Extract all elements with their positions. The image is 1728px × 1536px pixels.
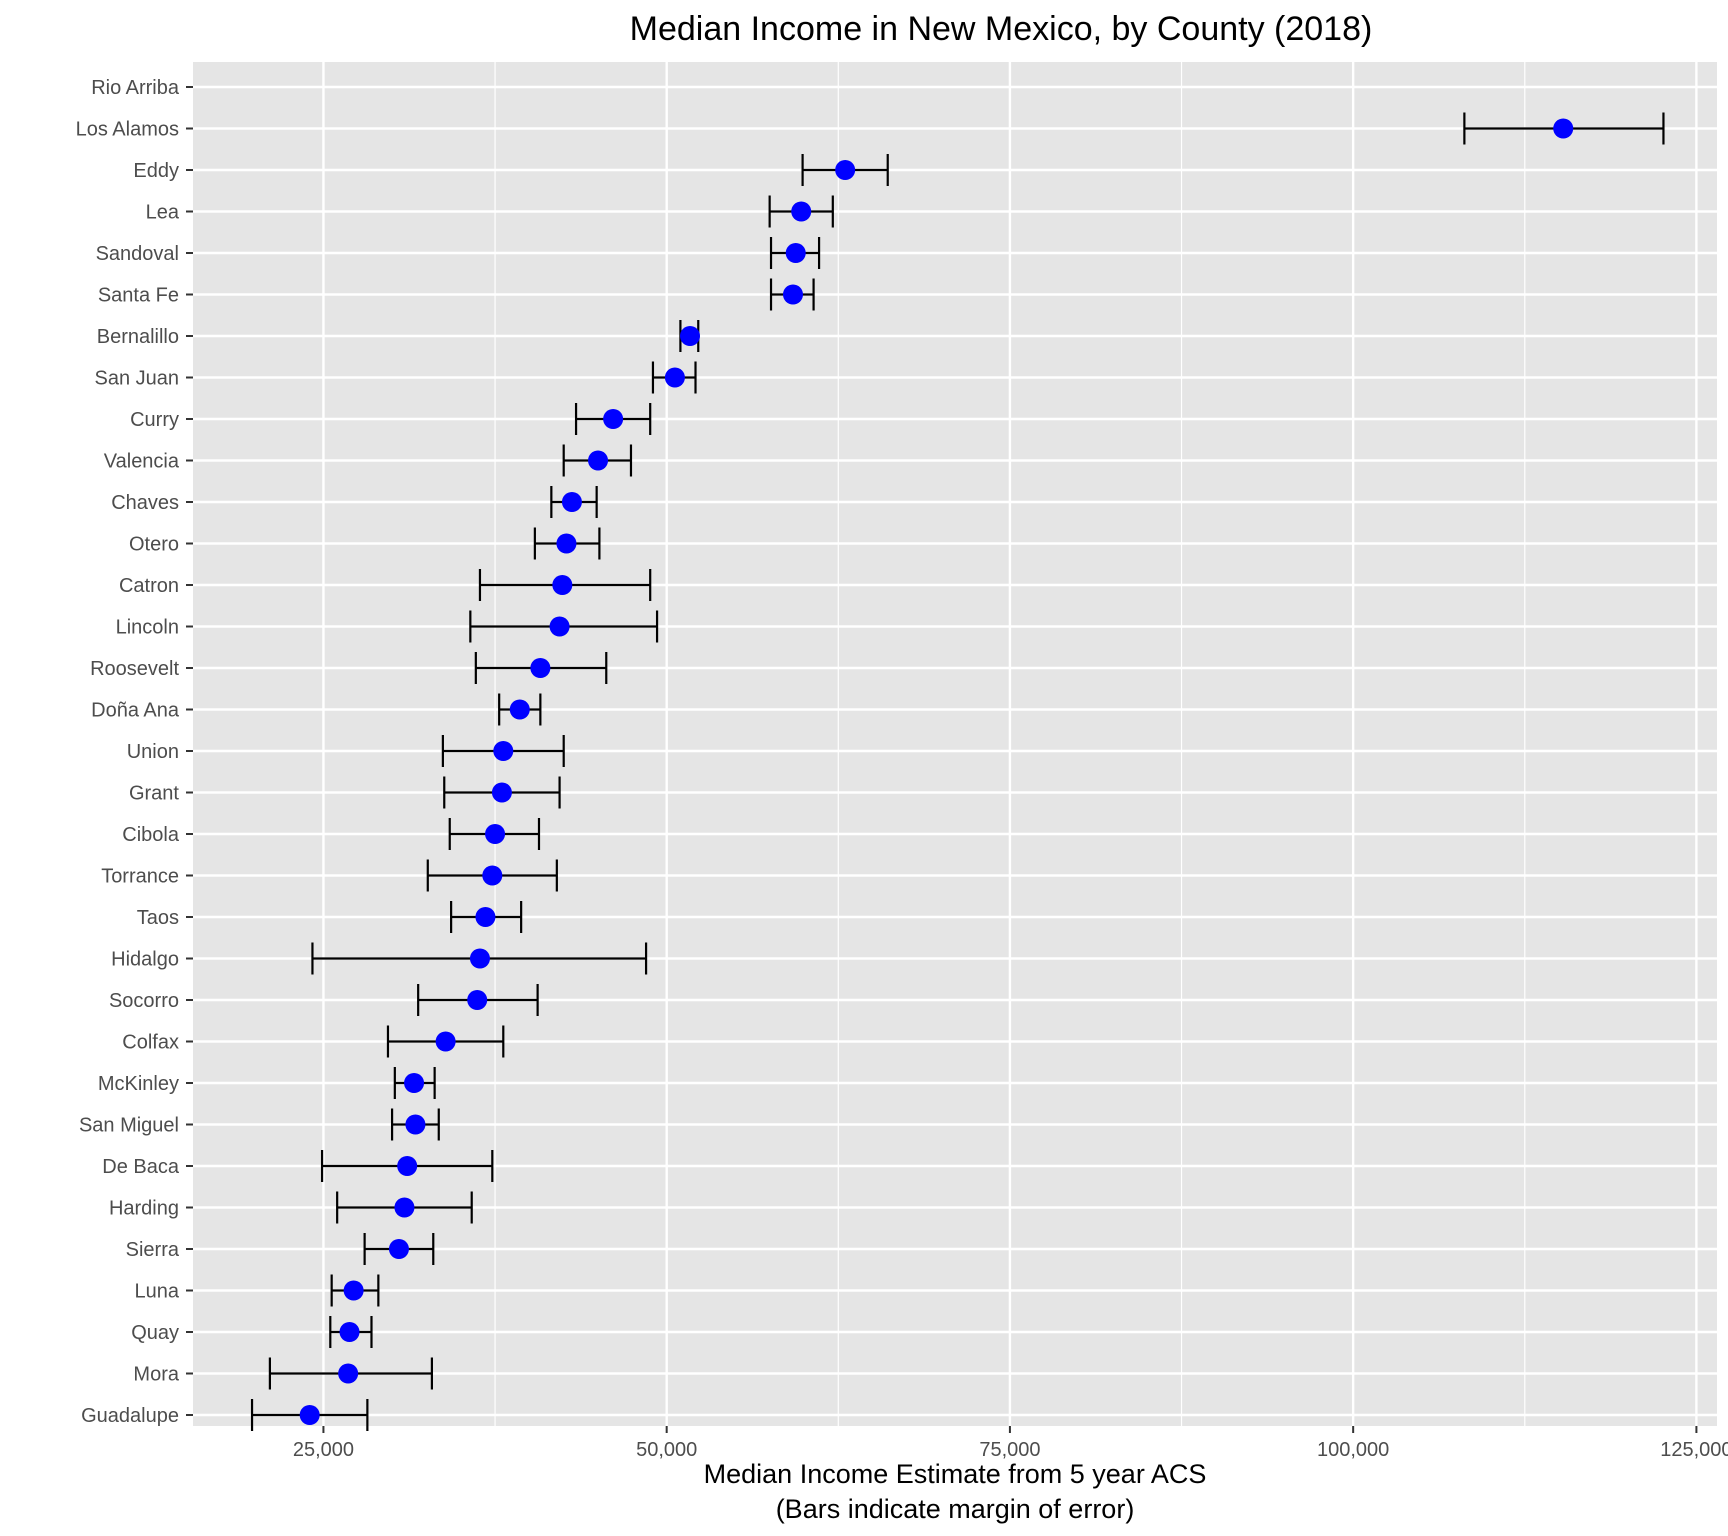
data-point xyxy=(835,160,856,180)
grid-lines xyxy=(193,62,1717,1426)
data-point xyxy=(388,1239,409,1259)
y-tick-label: Hidalgo xyxy=(111,949,179,971)
y-tick-label: Otero xyxy=(129,534,179,556)
data-point xyxy=(467,990,488,1010)
y-tick-label: Taos xyxy=(137,907,179,929)
data-point xyxy=(509,699,530,720)
y-tick-label: Torrance xyxy=(101,866,179,888)
data-point xyxy=(397,1156,418,1176)
y-tick-label: Cibola xyxy=(122,824,180,846)
data-point xyxy=(469,948,490,969)
y-tick-label: Quay xyxy=(131,1322,179,1344)
data-point xyxy=(791,201,812,222)
data-point xyxy=(588,450,609,471)
x-axis-title-line-2: (Bars indicate margin of error) xyxy=(776,1494,1135,1524)
plot-panel xyxy=(193,62,1717,1426)
x-tick-label: 100,000 xyxy=(1317,1439,1389,1461)
data-point xyxy=(493,741,514,761)
data-point xyxy=(491,782,512,803)
data-point xyxy=(785,243,806,263)
y-tick-label: Lincoln xyxy=(116,617,179,639)
y-tick-label: Guadalupe xyxy=(81,1405,179,1427)
y-tick-label: Grant xyxy=(129,783,179,805)
y-tick-label: Sierra xyxy=(126,1239,180,1261)
y-tick-label: Lea xyxy=(146,202,180,224)
y-tick-label: Chaves xyxy=(111,492,179,514)
x-tick-label: 125,000 xyxy=(1660,1439,1728,1461)
y-tick-label: Colfax xyxy=(122,1032,179,1054)
y-tick-label: Eddy xyxy=(133,160,179,182)
x-axis-title-line-1: Median Income Estimate from 5 year ACS xyxy=(704,1459,1207,1489)
y-tick-label: Valencia xyxy=(104,451,180,473)
y-tick-label: Bernalillo xyxy=(97,326,179,348)
data-point xyxy=(405,1114,426,1135)
y-tick-label: Roosevelt xyxy=(90,658,179,680)
data-point xyxy=(603,409,624,429)
y-tick-label: Santa Fe xyxy=(98,285,179,307)
data-point xyxy=(482,865,503,886)
y-tick-label: San Miguel xyxy=(79,1115,179,1137)
data-point xyxy=(530,658,551,678)
points xyxy=(299,118,1574,1425)
data-point xyxy=(394,1197,415,1218)
y-tick-label: Union xyxy=(127,741,179,763)
y-axis: Rio Arriba Los Alamos Eddy Lea Sandoval Santa… xyxy=(76,77,193,1427)
y-tick-label: Mora xyxy=(133,1364,179,1386)
data-point xyxy=(343,1280,364,1301)
y-tick-label: Socorro xyxy=(109,990,179,1012)
y-tick-label: Harding xyxy=(109,1198,179,1220)
y-tick-label: Doña Ana xyxy=(91,700,180,722)
y-tick-label: San Juan xyxy=(94,368,179,390)
data-point xyxy=(561,492,582,512)
x-axis: 25,000 50,000 75,000 100,000 125,000 xyxy=(293,1426,1728,1461)
data-point xyxy=(556,533,577,554)
data-point xyxy=(782,284,803,305)
data-point xyxy=(549,616,570,637)
x-tick-label: 75,000 xyxy=(979,1439,1040,1461)
data-point xyxy=(435,1031,456,1052)
data-point xyxy=(552,575,573,595)
y-tick-label: Los Alamos xyxy=(76,119,179,141)
data-point xyxy=(338,1363,359,1384)
data-point xyxy=(1553,118,1574,139)
data-point xyxy=(664,367,685,388)
y-tick-label: Curry xyxy=(130,409,179,431)
y-tick-label: Catron xyxy=(119,575,179,597)
data-point xyxy=(680,326,701,346)
y-tick-label: Luna xyxy=(135,1281,180,1303)
y-tick-label: Rio Arriba xyxy=(91,77,180,99)
x-tick-label: 25,000 xyxy=(293,1439,354,1461)
data-point xyxy=(339,1322,360,1342)
data-point xyxy=(485,824,506,844)
data-point xyxy=(404,1073,425,1093)
y-tick-label: McKinley xyxy=(98,1073,179,1095)
y-tick-label: De Baca xyxy=(102,1156,180,1178)
data-point xyxy=(299,1405,320,1425)
x-tick-label: 50,000 xyxy=(636,1439,697,1461)
data-point xyxy=(475,907,496,927)
y-tick-label: Sandoval xyxy=(96,243,179,265)
chart-title: Median Income in New Mexico, by County (… xyxy=(630,10,1373,48)
